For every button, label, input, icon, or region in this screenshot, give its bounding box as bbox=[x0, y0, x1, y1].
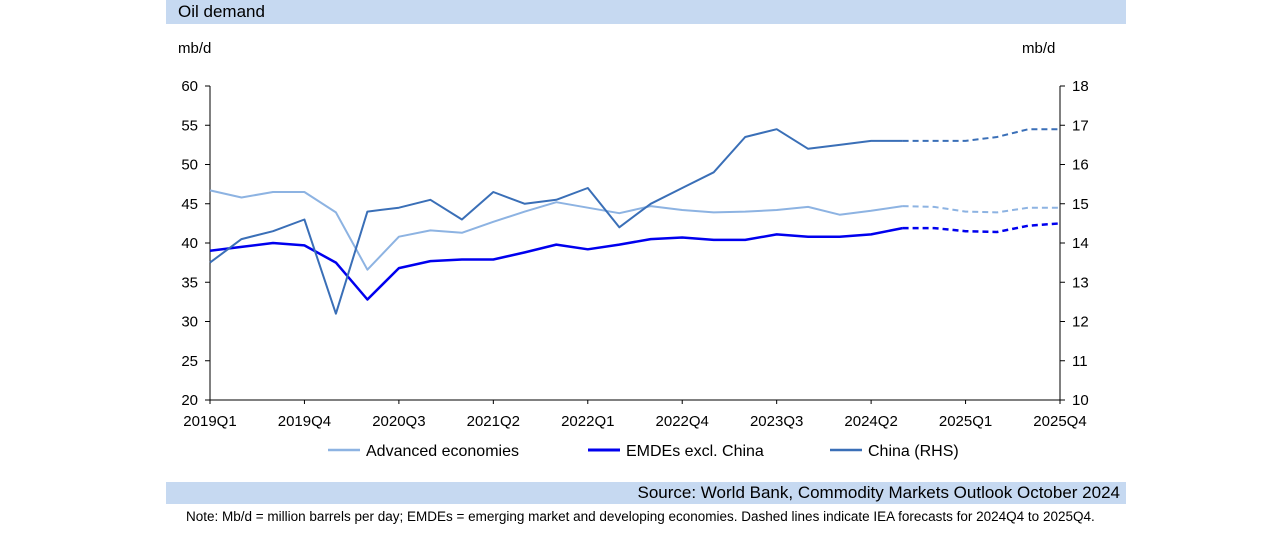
series-line-2 bbox=[209, 226, 903, 301]
left-tick-label: 35 bbox=[181, 274, 198, 291]
left-tick-label: 60 bbox=[181, 78, 198, 95]
left-tick-label: 30 bbox=[181, 314, 198, 331]
left-tick-label: 55 bbox=[181, 117, 198, 134]
series-line-1 bbox=[209, 189, 903, 271]
series-forecast-line-3 bbox=[902, 128, 1060, 142]
x-tick-label: 2025Q1 bbox=[939, 413, 992, 430]
right-tick-label: 10 bbox=[1072, 392, 1089, 409]
x-tick-label: 2019Q1 bbox=[183, 413, 236, 430]
right-tick-label: 13 bbox=[1072, 274, 1089, 291]
x-tick-label: 2019Q4 bbox=[278, 413, 331, 430]
series-line-3 bbox=[209, 128, 903, 315]
chart-note: Note: Mb/d = million barrels per day; EM… bbox=[186, 509, 1095, 524]
source-text: Source: World Bank, Commodity Markets Ou… bbox=[637, 483, 1121, 502]
right-tick-label: 14 bbox=[1072, 235, 1089, 252]
left-axis-unit: mb/d bbox=[178, 40, 212, 57]
chart-title: Oil demand bbox=[178, 2, 265, 21]
x-tick-label: 2024Q2 bbox=[844, 413, 897, 430]
left-tick-label: 20 bbox=[181, 392, 198, 409]
legend-label-2: EMDEs excl. China bbox=[626, 443, 764, 460]
line-chart: 20 25 30 35 40 45 50 55 60 10 11 12 13 14 15 16 17 18 2019… bbox=[181, 78, 1089, 460]
left-tick-label: 45 bbox=[181, 196, 198, 213]
right-tick-label: 17 bbox=[1072, 117, 1089, 134]
right-axis-unit: mb/d bbox=[1022, 40, 1056, 57]
chart-title-bar: Oil demand bbox=[166, 0, 1126, 24]
source-bar: Source: World Bank, Commodity Markets Ou… bbox=[166, 482, 1126, 504]
right-tick-label: 11 bbox=[1072, 353, 1088, 370]
legend-label-1: Advanced economies bbox=[366, 443, 519, 460]
series-forecast-line-1 bbox=[902, 205, 1060, 214]
legend-label-3: China (RHS) bbox=[868, 443, 959, 460]
x-tick-label: 2022Q1 bbox=[561, 413, 614, 430]
x-tick-label: 2025Q4 bbox=[1033, 413, 1086, 430]
series-forecast-line-2 bbox=[902, 222, 1061, 234]
x-tick-label: 2023Q3 bbox=[750, 413, 803, 430]
right-tick-label: 18 bbox=[1072, 78, 1089, 95]
left-tick-label: 40 bbox=[181, 235, 198, 252]
x-tick-label: 2020Q3 bbox=[372, 413, 425, 430]
right-tick-label: 16 bbox=[1072, 157, 1089, 174]
left-tick-label: 50 bbox=[181, 157, 198, 174]
x-tick-label: 2021Q2 bbox=[467, 413, 520, 430]
left-tick-label: 25 bbox=[181, 353, 198, 370]
right-tick-label: 12 bbox=[1072, 314, 1089, 331]
right-tick-label: 15 bbox=[1072, 196, 1089, 213]
x-tick-label: 2022Q4 bbox=[656, 413, 709, 430]
